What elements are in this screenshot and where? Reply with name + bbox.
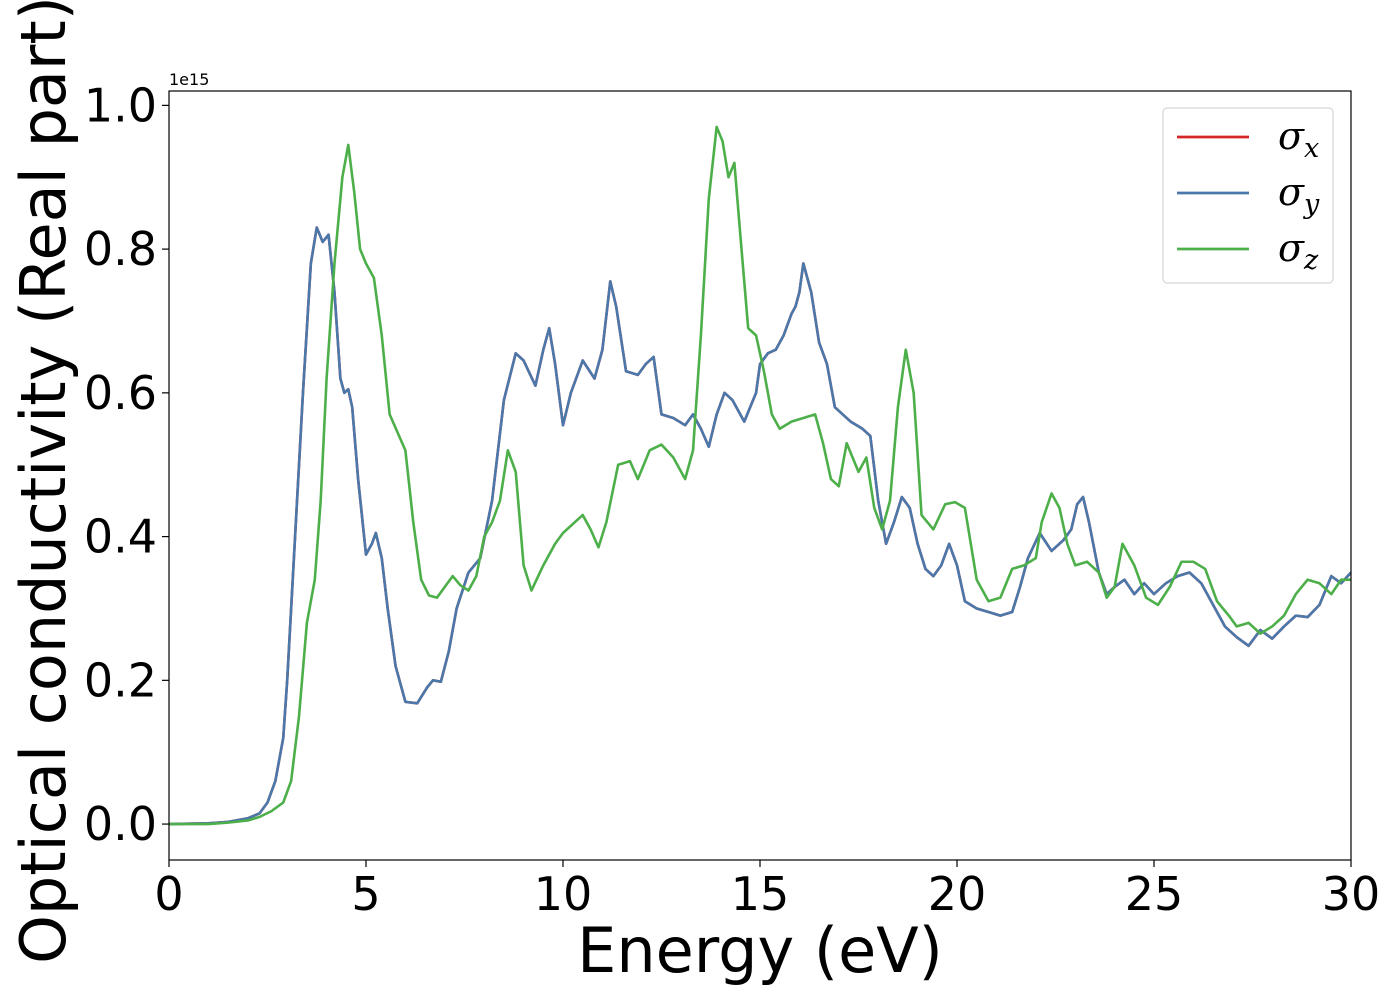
x-tick-label: 0	[154, 867, 183, 921]
series-layer	[169, 125, 1351, 826]
y-tick-label: 1.0	[84, 78, 157, 132]
x-tick-label: 15	[731, 867, 790, 921]
y-tick-label: 0.6	[84, 366, 157, 420]
x-tick-label: 30	[1322, 867, 1381, 921]
x-tick-label: 10	[534, 867, 593, 921]
x-axis-title: Energy (eV)	[577, 914, 943, 987]
y-axis-title: Optical conductivity (Real part)	[7, 0, 80, 964]
y-axis: 0.0 0.2 0.4 0.6 0.8 1.0	[84, 78, 169, 851]
legend-box	[1162, 107, 1334, 284]
x-tick-label: 5	[351, 867, 380, 921]
y-tick-label: 0.8	[84, 222, 157, 276]
series-line-2	[169, 226, 1351, 826]
y-tick-label: 0.0	[84, 797, 157, 851]
legend-label-2: σy	[1278, 170, 1320, 220]
legend-label-1: σx	[1278, 114, 1319, 164]
y-tick-label: 0.4	[84, 510, 157, 564]
x-axis: 0 5 10 15 20 25 30	[154, 860, 1380, 921]
series-line-3	[169, 125, 1351, 826]
y-offset-label: 1e15	[169, 70, 209, 89]
x-tick-label: 25	[1125, 867, 1184, 921]
x-tick-label: 20	[928, 867, 987, 921]
legend: σx σy σz	[1162, 107, 1334, 284]
y-tick-label: 0.2	[84, 653, 157, 707]
legend-label-3: σz	[1278, 226, 1319, 276]
